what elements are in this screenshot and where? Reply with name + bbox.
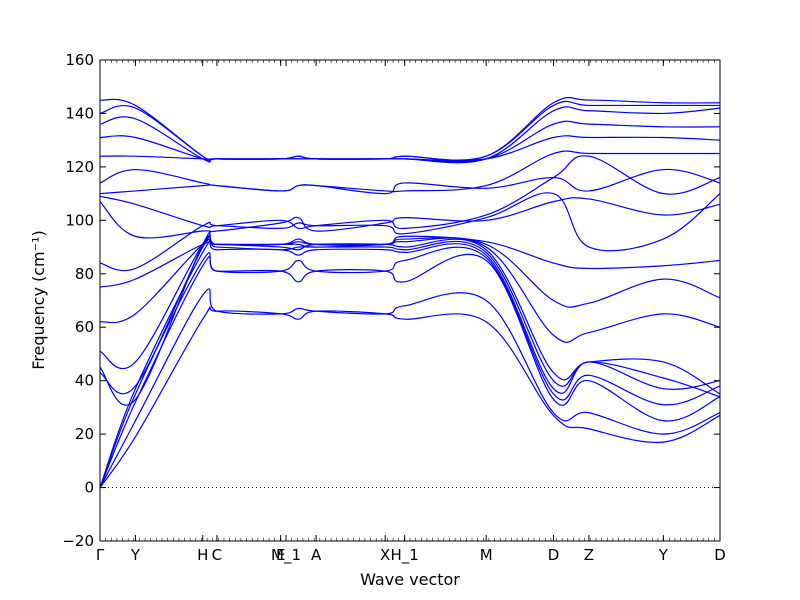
x-tick-label-5: E [276, 546, 285, 564]
x-tick-label-3: H [197, 546, 208, 564]
x-tick-label-9: H_1 [391, 546, 419, 565]
band-line-3 [99, 253, 721, 488]
x-tick-label-8: X [380, 546, 390, 564]
band-line-15 [99, 150, 720, 193]
x-tick-label-13: Y [658, 546, 669, 564]
x-axis-ticks: Γ Y H C EM_1 A X H_1 M D Z Y D [96, 60, 726, 565]
x-tick-label-14: D [714, 546, 726, 564]
y-axis-label: Frequency (cm⁻¹) [29, 230, 48, 369]
x-tick-label-10: M [480, 546, 493, 564]
x-tick-label-1: Γ [96, 546, 105, 564]
x-tick-label-12: Z [584, 546, 594, 564]
x-tick-label-7: A [311, 546, 322, 564]
y-tick-label: 60 [75, 318, 94, 336]
bands-group [99, 96, 721, 488]
y-tick-label: 140 [65, 104, 94, 122]
x-tick-label-11: D [548, 546, 560, 564]
band-line-1 [99, 306, 721, 488]
y-tick-label: 20 [75, 425, 94, 443]
band-line-2 [99, 288, 721, 488]
y-tick-label: 0 [84, 479, 94, 497]
band-line-12 [99, 197, 721, 239]
y-tick-label: 120 [65, 158, 94, 176]
y-tick-label: 80 [75, 265, 94, 283]
x-axis-label: Wave vector [360, 570, 460, 589]
band-line-20 [99, 96, 721, 162]
band-line-14 [99, 168, 721, 195]
y-tick-label: 100 [65, 211, 94, 229]
y-tick-label: 40 [75, 372, 94, 390]
x-tick-label-6: M_1 [271, 546, 301, 565]
y-axis-ticks: −20 0 20 40 60 80 100 120 140 160 [62, 51, 720, 550]
band-line-10 [99, 235, 721, 288]
band-line-13 [99, 155, 721, 230]
band-line-7 [99, 231, 721, 406]
band-line-4 [99, 246, 721, 488]
plot-background [100, 60, 720, 541]
y-tick-label: 160 [65, 51, 94, 69]
y-tick-label: −20 [62, 532, 94, 550]
x-tick-label-2: Y [130, 546, 141, 564]
x-tick-label-4: C [212, 546, 222, 564]
